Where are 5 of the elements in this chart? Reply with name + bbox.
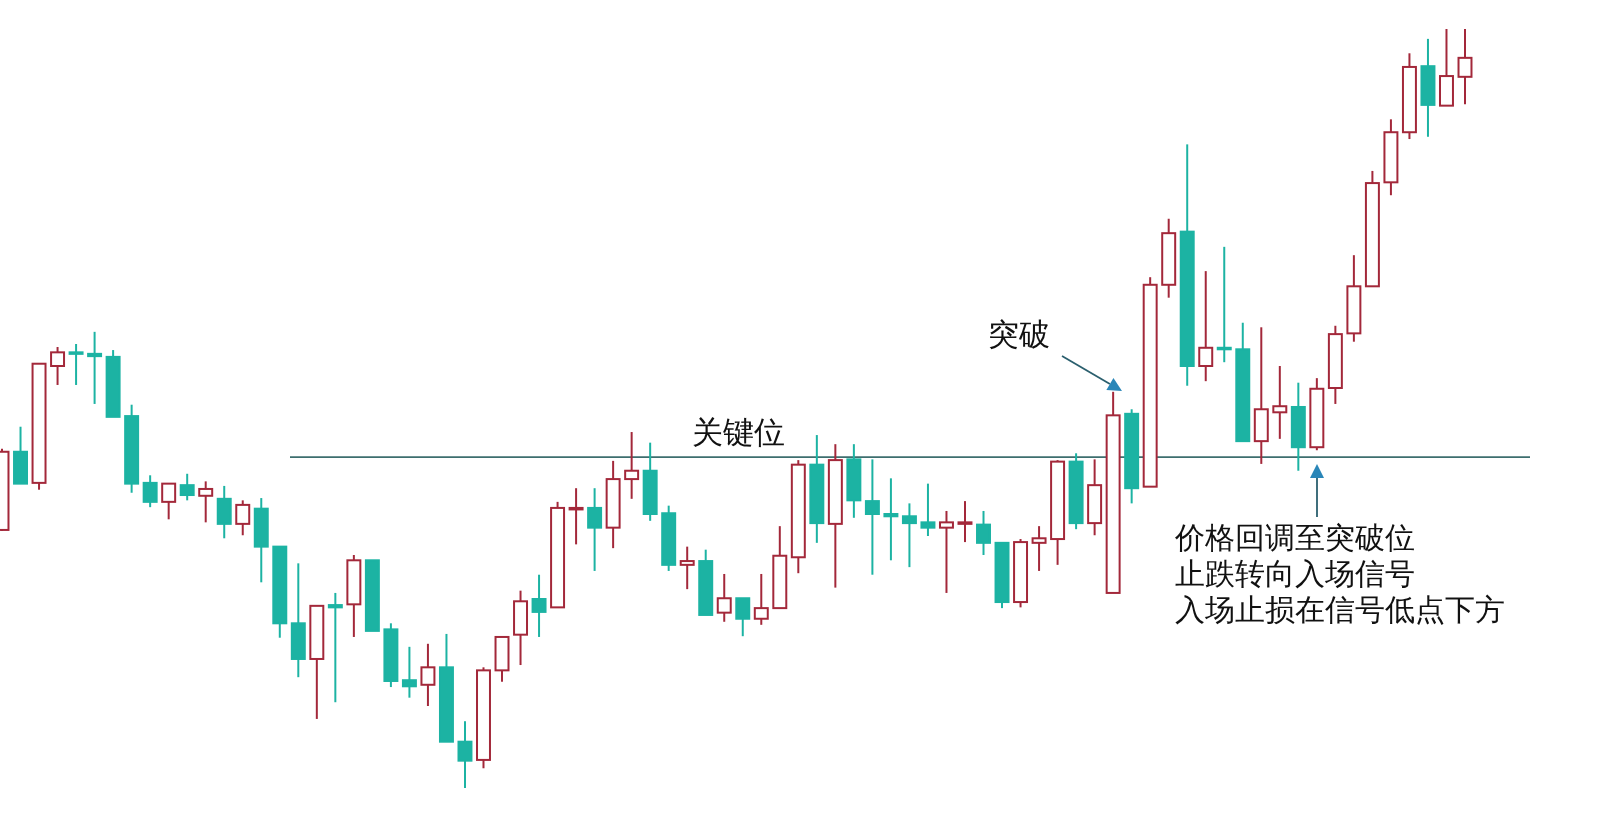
annotation: 突破: [988, 316, 1050, 352]
annotation: 价格回调至突破位: [1174, 520, 1415, 555]
annotation: 入场止损在信号低点下方: [1175, 592, 1505, 627]
ref-line-label: 关键位: [691, 414, 785, 451]
annotation: 止跌转向入场信号: [1175, 556, 1415, 591]
